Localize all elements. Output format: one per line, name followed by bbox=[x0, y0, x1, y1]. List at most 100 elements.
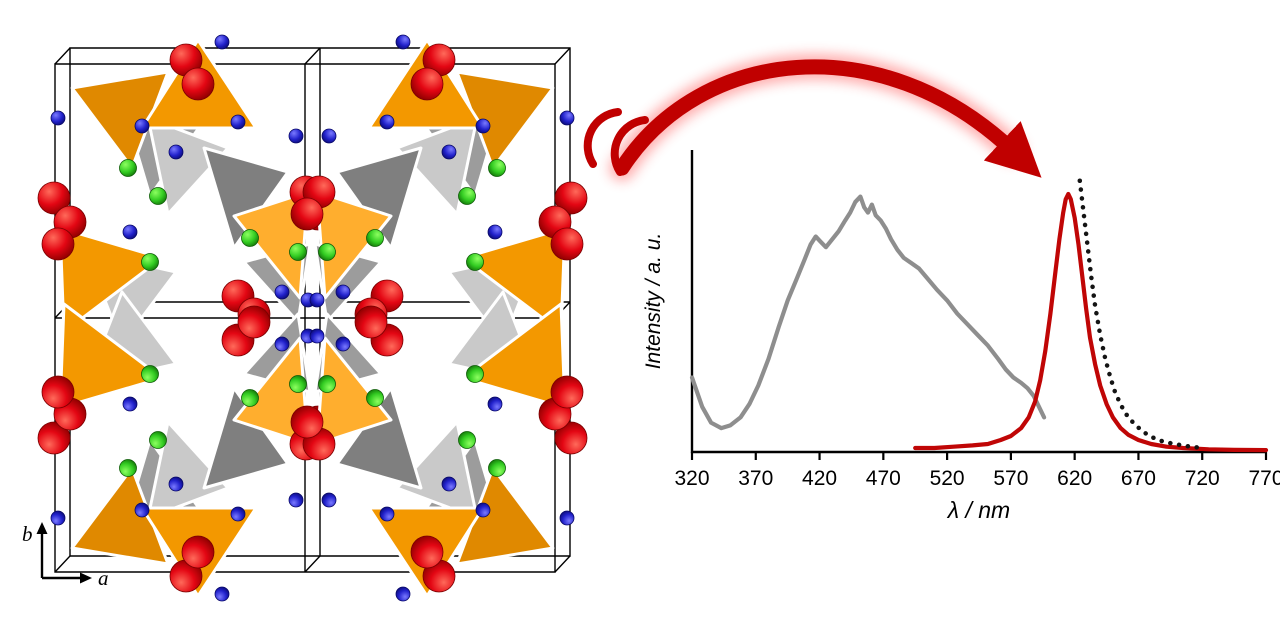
blue-atom bbox=[335, 336, 351, 352]
orange-tetrahedron bbox=[58, 302, 164, 410]
blue-atom bbox=[441, 144, 457, 160]
axis-b-arrowhead-icon bbox=[36, 522, 48, 534]
chart-axes bbox=[690, 150, 1266, 454]
chart-ticks: 320 370 420 470 520 570 620 670 720 770 bbox=[674, 452, 1280, 490]
gray-excitation-curve bbox=[689, 194, 1047, 431]
green-atom bbox=[149, 431, 167, 449]
blue-atom bbox=[395, 34, 411, 50]
blue-atom bbox=[50, 110, 66, 126]
blue-atom bbox=[487, 396, 503, 412]
gray-tetrahedron bbox=[146, 116, 230, 216]
blue-atom bbox=[122, 396, 138, 412]
green-atom bbox=[241, 389, 259, 407]
green-atom bbox=[466, 253, 484, 271]
blue-atom bbox=[309, 328, 325, 344]
blue-atom bbox=[309, 292, 325, 308]
green-atom bbox=[141, 365, 159, 383]
gray-tetrahedron bbox=[395, 420, 479, 520]
green-atom bbox=[149, 187, 167, 205]
x-tick-label: 420 bbox=[802, 467, 837, 490]
green-atom bbox=[366, 389, 384, 407]
green-atom bbox=[366, 229, 384, 247]
orange-tetrahedron bbox=[461, 226, 567, 334]
orange-tetrahedron bbox=[315, 336, 393, 446]
red-atom bbox=[41, 227, 75, 261]
x-tick-label: 620 bbox=[1057, 467, 1092, 490]
red-atom bbox=[354, 305, 388, 339]
blue-atom bbox=[395, 586, 411, 602]
green-atom bbox=[241, 229, 259, 247]
blue-atom bbox=[134, 118, 150, 134]
polyhedra-and-atoms bbox=[37, 34, 588, 602]
gray-tetrahedron bbox=[146, 420, 230, 520]
red-atom bbox=[410, 67, 444, 101]
blue-atom bbox=[379, 114, 395, 130]
blue-atom bbox=[559, 510, 575, 526]
red-atom bbox=[181, 535, 215, 569]
green-atom bbox=[318, 243, 336, 261]
blue-atom bbox=[214, 34, 230, 50]
x-tick-label: 370 bbox=[738, 467, 773, 490]
red-atom bbox=[290, 405, 324, 439]
blue-atom bbox=[441, 476, 457, 492]
orange-tetrahedron bbox=[232, 336, 310, 446]
blue-atom bbox=[379, 506, 395, 522]
crystal-structure-figure: b a bbox=[22, 34, 588, 602]
orange-tetrahedron bbox=[461, 302, 567, 410]
red-atom bbox=[410, 535, 444, 569]
red-atom bbox=[550, 375, 584, 409]
spectrum-chart: 320 370 420 470 520 570 620 670 720 770 λ / nm In… bbox=[642, 150, 1280, 523]
blue-atom bbox=[288, 128, 304, 144]
blue-atom bbox=[475, 502, 491, 518]
red-atom bbox=[37, 181, 71, 215]
blue-atom bbox=[122, 224, 138, 240]
green-atom bbox=[289, 375, 307, 393]
green-atom bbox=[488, 159, 506, 177]
red-atom bbox=[37, 421, 71, 455]
black-dotted-fit-curve bbox=[1077, 178, 1202, 450]
green-atom bbox=[289, 243, 307, 261]
green-atom bbox=[458, 431, 476, 449]
axis-a-arrowhead-icon bbox=[80, 572, 92, 584]
blue-atom bbox=[168, 144, 184, 160]
y-axis-title: Intensity / a. u. bbox=[642, 233, 665, 370]
red-atom bbox=[181, 67, 215, 101]
chart-series bbox=[689, 178, 1269, 453]
green-atom bbox=[119, 159, 137, 177]
green-atom bbox=[458, 187, 476, 205]
blue-atom bbox=[168, 476, 184, 492]
blue-atom bbox=[230, 506, 246, 522]
x-tick-label: 770 bbox=[1248, 467, 1280, 490]
red-atom bbox=[550, 227, 584, 261]
gray-tetrahedron bbox=[395, 116, 479, 216]
blue-atom bbox=[475, 118, 491, 134]
x-tick-label: 520 bbox=[930, 467, 965, 490]
blue-atom bbox=[559, 110, 575, 126]
axis-a-label: a bbox=[98, 566, 109, 590]
x-tick-label: 720 bbox=[1185, 467, 1220, 490]
red-atom bbox=[290, 197, 324, 231]
blue-atom bbox=[50, 510, 66, 526]
orange-tetrahedron bbox=[232, 190, 310, 300]
blue-atom bbox=[321, 492, 337, 508]
x-tick-label: 470 bbox=[866, 467, 901, 490]
orange-tetrahedron bbox=[58, 226, 164, 334]
blue-atom bbox=[134, 502, 150, 518]
green-atom bbox=[141, 253, 159, 271]
red-atom bbox=[554, 181, 588, 215]
x-tick-label: 320 bbox=[674, 467, 709, 490]
red-atom bbox=[554, 421, 588, 455]
axis-b-label: b bbox=[22, 522, 33, 546]
blue-atom bbox=[214, 586, 230, 602]
blue-atom bbox=[288, 492, 304, 508]
green-atom bbox=[318, 375, 336, 393]
blue-atom bbox=[274, 284, 290, 300]
red-atom bbox=[237, 305, 271, 339]
x-tick-label: 570 bbox=[993, 467, 1028, 490]
green-atom bbox=[488, 459, 506, 477]
green-atom bbox=[466, 365, 484, 383]
axis-lines bbox=[690, 150, 1266, 454]
x-tick-label: 670 bbox=[1121, 467, 1156, 490]
orange-tetrahedron bbox=[315, 190, 393, 300]
